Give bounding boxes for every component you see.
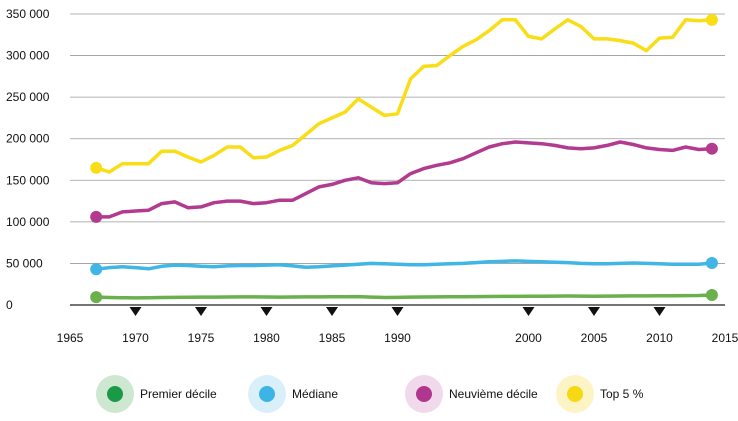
series-line [94, 18, 714, 174]
series-line [94, 293, 714, 300]
x-tick-marker [326, 307, 338, 316]
gridlines [70, 13, 725, 306]
x-tick-label: 2000 [515, 331, 542, 345]
y-tick-label: 250 000 [6, 90, 50, 104]
legend-label: Neuvième décile [449, 387, 538, 401]
x-tick-label: 1965 [57, 331, 84, 345]
data-point [90, 291, 103, 304]
legend-label: Premier décile [140, 387, 217, 401]
series-premier-decile [90, 289, 718, 304]
y-tick-label: 100 000 [6, 215, 50, 229]
y-tick-label: 50 000 [6, 256, 43, 270]
data-point [90, 263, 103, 276]
x-tick-label: 1985 [319, 331, 346, 345]
legend-dot [259, 386, 275, 402]
x-tick-label: 1970 [122, 331, 149, 345]
x-tick-marker [391, 307, 404, 316]
line-chart: 0 50 000 100 000 150 000 200 000 250 000 300 0… [6, 7, 738, 345]
series-layer [90, 13, 718, 304]
x-tick-marker [522, 307, 535, 316]
series-mediane [90, 257, 718, 276]
x-tick-marker [588, 307, 600, 316]
legend-dot [416, 386, 432, 402]
legend-label: Médiane [292, 387, 339, 401]
x-tick-marker [653, 307, 666, 316]
series-top-5 [90, 13, 718, 174]
x-axis: 1965 1970 1975 1980 1985 1990 2000 2005 2010 2015 [57, 307, 738, 345]
series-neuvieme-decile [90, 140, 718, 223]
legend: Premier décile Médiane Neuvième décile Top … [0, 374, 738, 414]
y-tick-label: 150 000 [6, 173, 50, 187]
y-tick-label: 0 [6, 298, 13, 312]
legend-item: Médiane [248, 374, 338, 414]
series-line [94, 259, 714, 271]
y-tick-label: 200 000 [6, 132, 50, 146]
x-tick-label: 2005 [581, 331, 608, 345]
legend-label: Top 5 % [600, 387, 644, 401]
x-tick-label: 2015 [712, 331, 738, 345]
data-point [90, 210, 103, 223]
data-point [705, 13, 718, 26]
x-tick-label: 1990 [384, 331, 411, 345]
legend-item: Neuvième décile [405, 374, 538, 414]
legend-dot [107, 386, 123, 402]
legend-marker [248, 375, 286, 413]
legend-marker [405, 375, 443, 413]
x-tick-label: 2010 [646, 331, 673, 345]
data-point [705, 257, 718, 270]
legend-marker [556, 375, 594, 413]
series-line [94, 140, 714, 219]
y-tick-label: 300 000 [6, 49, 50, 63]
data-point [705, 142, 718, 155]
x-tick-marker [260, 307, 273, 316]
y-axis: 0 50 000 100 000 150 000 200 000 250 000 300 0… [6, 7, 50, 312]
data-point [90, 161, 103, 174]
x-tick-marker [129, 307, 142, 316]
y-tick-label: 350 000 [6, 7, 50, 21]
legend-item: Top 5 % [556, 374, 643, 414]
data-point [705, 289, 718, 302]
legend-item: Premier décile [96, 374, 217, 414]
x-tick-label: 1980 [253, 331, 280, 345]
x-tick-label: 1975 [188, 331, 215, 345]
legend-marker [96, 375, 134, 413]
x-tick-marker [195, 307, 207, 316]
legend-dot [567, 386, 583, 402]
